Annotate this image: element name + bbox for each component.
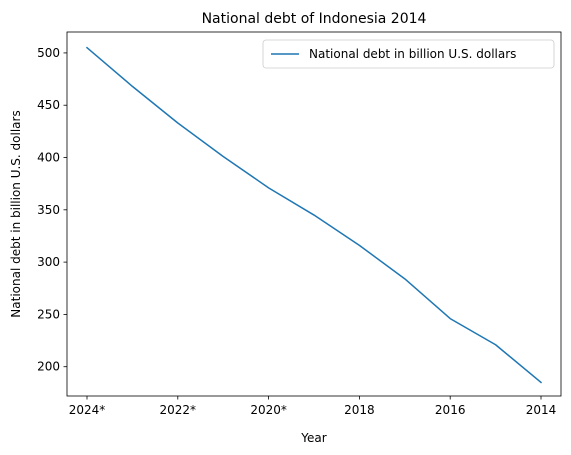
- legend-label: National debt in billion U.S. dollars: [309, 47, 516, 61]
- plot-border: [66, 31, 562, 397]
- series-layer: [85, 46, 543, 384]
- legend: National debt in billion U.S. dollars: [262, 39, 555, 69]
- x-tick-label: 2020*: [250, 403, 287, 417]
- plot-frame: [66, 31, 562, 397]
- x-tick-label: 2024*: [69, 403, 106, 417]
- y-tick-label: 200: [37, 360, 60, 374]
- x-axis: 2024* 2022* 2020* 2018 2016 2014: [69, 396, 557, 417]
- y-tick-label: 500: [37, 46, 60, 60]
- y-tick-label: 350: [37, 203, 60, 217]
- x-tick-label: 2022*: [160, 403, 197, 417]
- chart-title: National debt of Indonesia 2014: [202, 11, 427, 27]
- x-axis-label: Year: [300, 431, 326, 445]
- y-axis-label: National debt in billion U.S. dollars: [9, 110, 23, 317]
- y-tick-label: 300: [37, 255, 60, 269]
- x-tick-label: 2018: [344, 403, 375, 417]
- y-tick-label: 250: [37, 307, 60, 321]
- legend-box: [262, 39, 555, 69]
- y-tick-label: 450: [37, 98, 60, 112]
- y-tick-label: 400: [37, 151, 60, 165]
- x-tick-label: 2014: [526, 403, 557, 417]
- series-line: [85, 46, 543, 384]
- x-tick-label: 2016: [435, 403, 466, 417]
- y-axis: 200 250 300 350 400 450 500: [37, 46, 67, 374]
